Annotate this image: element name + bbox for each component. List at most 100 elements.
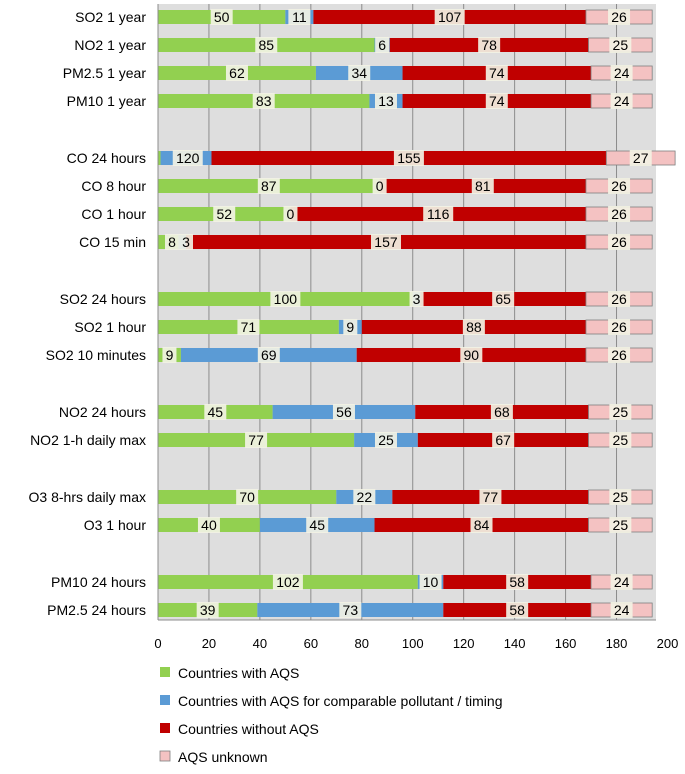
value-label-bg bbox=[197, 517, 220, 533]
legend-label: Countries without AQS bbox=[178, 721, 319, 737]
value-label: 74 bbox=[489, 93, 505, 109]
value-label-bg bbox=[375, 37, 390, 53]
value-label-bg bbox=[252, 93, 275, 109]
value-label: 25 bbox=[613, 517, 629, 533]
value-label-bg bbox=[165, 234, 179, 250]
value-label-bg bbox=[213, 206, 236, 222]
value-label: 25 bbox=[613, 489, 629, 505]
value-label: 25 bbox=[613, 37, 629, 53]
value-label-bg bbox=[485, 93, 508, 109]
value-label: 52 bbox=[216, 206, 232, 222]
value-label: 45 bbox=[208, 404, 224, 420]
value-label-bg bbox=[608, 206, 631, 222]
value-label-bg bbox=[506, 574, 529, 590]
value-label: 68 bbox=[494, 404, 510, 420]
value-label: 0 bbox=[376, 178, 384, 194]
value-label-bg bbox=[479, 489, 502, 505]
category-label: NO2 24 hours bbox=[59, 404, 146, 420]
category-label: PM10 1 year bbox=[67, 93, 147, 109]
value-label-bg bbox=[210, 9, 233, 25]
value-label: 10 bbox=[423, 574, 439, 590]
value-label: 22 bbox=[357, 489, 373, 505]
value-label-bg bbox=[609, 517, 632, 533]
value-label: 102 bbox=[276, 574, 300, 590]
value-label-bg bbox=[492, 432, 515, 448]
value-label: 67 bbox=[495, 432, 511, 448]
legend-label: Countries with AQS for comparable pollut… bbox=[178, 693, 503, 709]
x-tick-label: 120 bbox=[453, 636, 475, 651]
value-label: 39 bbox=[200, 602, 216, 618]
value-label: 8 bbox=[168, 234, 176, 250]
value-label-bg bbox=[196, 602, 219, 618]
bar-segment-countries-with-aqs bbox=[158, 151, 161, 165]
value-label: 3 bbox=[413, 291, 421, 307]
value-label-bg bbox=[608, 9, 631, 25]
value-label-bg bbox=[471, 178, 494, 194]
category-label: SO2 10 minutes bbox=[46, 347, 146, 363]
category-label: CO 15 min bbox=[79, 234, 146, 250]
x-tick-label: 80 bbox=[355, 636, 369, 651]
value-label: 11 bbox=[292, 9, 307, 25]
legend-swatch bbox=[160, 723, 170, 733]
x-tick-label: 160 bbox=[555, 636, 577, 651]
category-label: SO2 1 hour bbox=[74, 319, 146, 335]
value-label: 88 bbox=[466, 319, 482, 335]
value-label-bg bbox=[306, 517, 329, 533]
value-label-bg bbox=[332, 404, 355, 420]
value-label: 78 bbox=[481, 37, 497, 53]
category-label: CO 1 hour bbox=[81, 206, 146, 222]
value-label-bg bbox=[272, 574, 303, 590]
legend-label: AQS unknown bbox=[178, 749, 268, 765]
value-label-bg bbox=[608, 347, 631, 363]
value-label-bg bbox=[255, 37, 278, 53]
value-label-bg bbox=[629, 150, 652, 166]
value-label: 116 bbox=[427, 206, 450, 222]
value-label: 65 bbox=[495, 291, 511, 307]
value-label-bg bbox=[609, 37, 632, 53]
value-label: 157 bbox=[374, 234, 398, 250]
category-label: O3 1 hour bbox=[84, 517, 147, 533]
value-label: 6 bbox=[378, 37, 386, 53]
value-label: 40 bbox=[201, 517, 217, 533]
x-tick-label: 20 bbox=[202, 636, 216, 651]
value-label: 26 bbox=[611, 291, 627, 307]
value-label: 71 bbox=[241, 319, 257, 335]
value-label-bg bbox=[179, 234, 193, 250]
value-label-bg bbox=[610, 65, 633, 81]
value-label-bg bbox=[374, 432, 397, 448]
value-label: 87 bbox=[261, 178, 277, 194]
value-label: 120 bbox=[176, 150, 200, 166]
value-label-bg bbox=[434, 9, 465, 25]
value-label-bg bbox=[506, 602, 529, 618]
value-label: 3 bbox=[182, 234, 190, 250]
value-label-bg bbox=[470, 517, 493, 533]
value-label: 13 bbox=[378, 93, 394, 109]
value-label-bg bbox=[374, 93, 397, 109]
value-label-bg bbox=[609, 489, 632, 505]
value-label-bg bbox=[353, 489, 376, 505]
value-label-bg bbox=[288, 9, 311, 25]
value-label: 26 bbox=[611, 234, 627, 250]
legend-swatch bbox=[160, 667, 170, 677]
x-axis: 0 20 40 60 80 100 120 140 160 180 200 bbox=[154, 4, 678, 651]
x-tick-label: 180 bbox=[606, 636, 628, 651]
value-label: 81 bbox=[475, 178, 491, 194]
x-tick-label: 140 bbox=[504, 636, 526, 651]
x-tick-label: 40 bbox=[253, 636, 267, 651]
value-label: 58 bbox=[509, 602, 525, 618]
value-label-bg bbox=[608, 178, 631, 194]
value-label: 24 bbox=[614, 93, 630, 109]
value-label: 26 bbox=[611, 347, 627, 363]
value-label: 50 bbox=[214, 9, 230, 25]
category-label: PM10 24 hours bbox=[51, 574, 146, 590]
value-label: 25 bbox=[378, 432, 394, 448]
value-label: 25 bbox=[613, 432, 629, 448]
value-label-bg bbox=[419, 574, 442, 590]
value-label: 62 bbox=[229, 65, 245, 81]
value-label: 26 bbox=[611, 9, 627, 25]
value-label-bg bbox=[478, 37, 501, 53]
value-label: 24 bbox=[614, 574, 630, 590]
category-label: CO 24 hours bbox=[67, 150, 146, 166]
value-label-bg bbox=[485, 65, 508, 81]
